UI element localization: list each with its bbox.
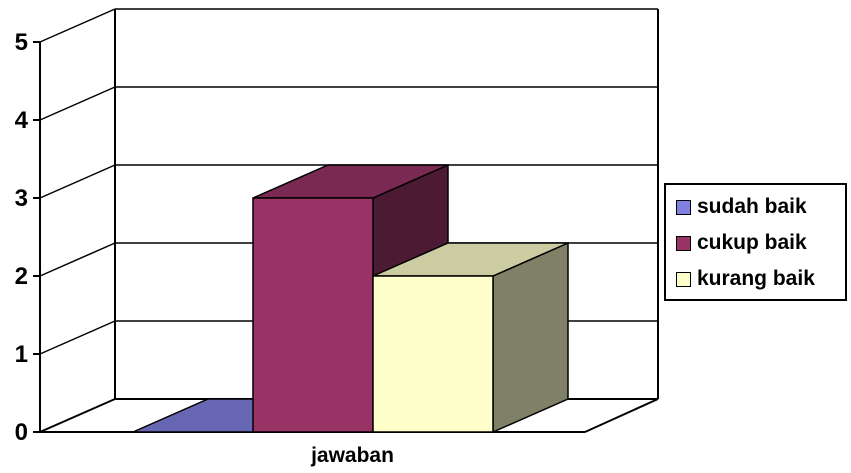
legend-swatch-cukup-baik bbox=[676, 235, 691, 251]
legend-label-sudah-baik: sudah baik bbox=[697, 195, 807, 218]
y-tick-label-1: 1 bbox=[15, 341, 28, 368]
legend-item-sudah-baik: sudah baik bbox=[676, 195, 807, 219]
chart-plot: 0 1 2 3 4 5 jawaban bbox=[15, 8, 659, 467]
bar-kurang-baik bbox=[372, 275, 494, 433]
y-tick-label-0: 0 bbox=[15, 419, 28, 446]
floor-left-edge bbox=[39, 398, 116, 433]
x-tick-label-jawaban: jawaban bbox=[310, 444, 394, 467]
legend-swatch-kurang-baik bbox=[676, 271, 691, 287]
legend-label-cukup-baik: cukup baik bbox=[697, 231, 807, 254]
chart-legend: sudah baik cukup baik kurang baik bbox=[664, 183, 847, 301]
gridline-side-2 bbox=[39, 242, 116, 277]
gridline-side-5 bbox=[39, 8, 116, 43]
legend-label-kurang-baik: kurang baik bbox=[697, 267, 815, 290]
y-tick-label-4: 4 bbox=[15, 107, 29, 134]
y-tick-label-5: 5 bbox=[15, 29, 28, 56]
y-tick-label-3: 3 bbox=[15, 185, 28, 212]
legend-swatch-sudah-baik bbox=[676, 199, 691, 215]
gridline-side-3 bbox=[39, 164, 116, 199]
legend-item-cukup-baik: cukup baik bbox=[676, 231, 807, 255]
gridline-side-4 bbox=[39, 86, 116, 121]
floor-right-edge bbox=[584, 398, 659, 433]
bar-cukup-baik bbox=[252, 197, 374, 433]
legend-item-kurang-baik: kurang baik bbox=[676, 267, 815, 291]
y-tick-label-2: 2 bbox=[15, 263, 28, 290]
gridline-side-1 bbox=[39, 320, 116, 355]
